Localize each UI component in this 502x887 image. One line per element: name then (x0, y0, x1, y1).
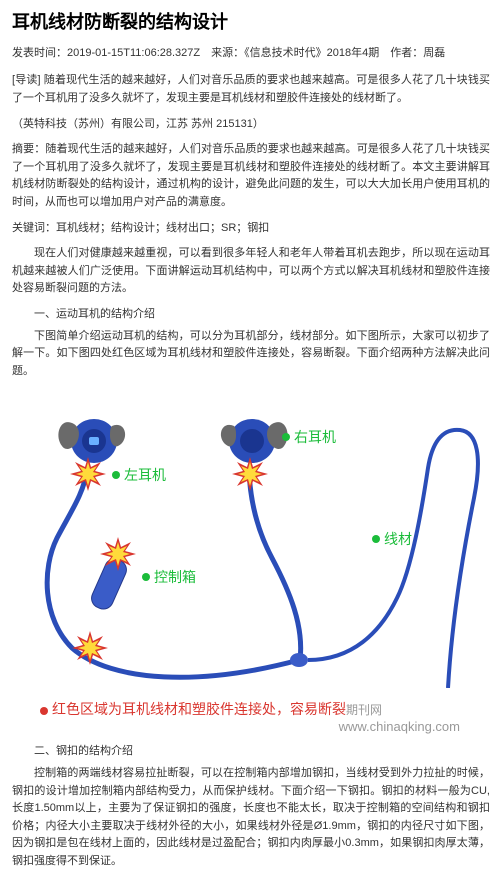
red-dot-icon (40, 707, 48, 715)
dot-icon (372, 535, 380, 543)
section-1-heading: 一、运动耳机的结构介绍 (12, 306, 490, 324)
intro-paragraph: [导读] 随着现代生活的越来越好，人们对音乐品质的要求也越来越高。可是很多人花了… (12, 72, 490, 107)
label-text: 右耳机 (294, 426, 336, 448)
keywords-line: 关键词：耳机线材；结构设计；线材出口；SR；钢扣 (12, 220, 490, 238)
body-paragraph-1: 现在人们对健康越来越重视，可以看到很多年轻人和老年人带着耳机去跑步，所以现在运动… (12, 245, 490, 298)
dot-icon (112, 471, 120, 479)
page-title: 耳机线材防断裂的结构设计 (12, 8, 490, 37)
label-text: 控制箱 (154, 566, 196, 588)
burst-icon (70, 456, 106, 492)
meta-info: 发表时间：2019-01-15T11:06:28.327Z 来源：《信息技术时代… (12, 45, 490, 63)
burst-icon (100, 536, 136, 572)
label-text: 线材 (384, 528, 412, 550)
label-right-ear: 右耳机 (282, 426, 336, 448)
label-wire: 线材 (372, 528, 412, 550)
company-line: （英特科技（苏州）有限公司，江苏 苏州 215131） (12, 116, 490, 134)
watermark-inline: 期刊网 (346, 703, 382, 717)
abstract-paragraph: 摘要：随着现代生活的越来越好，人们对音乐品质的要求也越来越高。可是很多人花了几十… (12, 141, 490, 211)
label-text: 左耳机 (124, 464, 166, 486)
dot-icon (142, 573, 150, 581)
dot-icon (282, 433, 290, 441)
label-control-box: 控制箱 (142, 566, 196, 588)
earphone-figure: 左耳机 右耳机 控制箱 线材 (12, 388, 490, 688)
burst-icon (72, 630, 108, 666)
caption-text: 红色区域为耳机线材和塑胶件连接处，容易断裂 (52, 701, 346, 717)
body-paragraph-2: 下图简单介绍运动耳机的结构，可以分为耳机部分，线材部分。如下图所示，大家可以初步… (12, 328, 490, 381)
label-left-ear: 左耳机 (112, 464, 166, 486)
section-2-heading: 二、钢扣的结构介绍 (12, 743, 490, 761)
burst-icon (232, 456, 268, 492)
body-paragraph-3: 控制箱的两端线材容易拉扯断裂，可以在控制箱内部增加钢扣，当线材受到外力拉扯的时候… (12, 765, 490, 871)
